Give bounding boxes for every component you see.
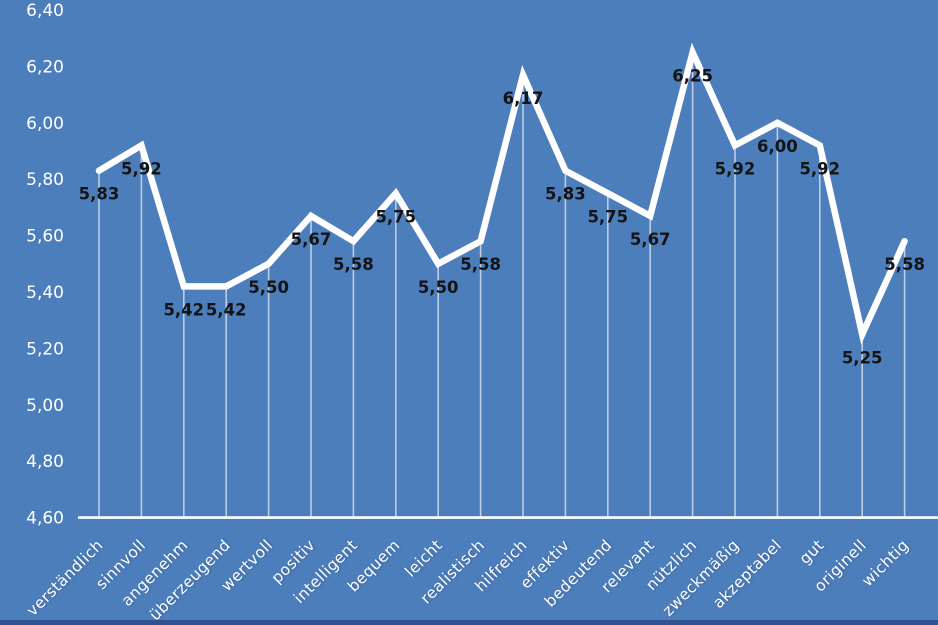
data-label: 5,83 — [79, 185, 120, 204]
data-label: 5,67 — [630, 230, 671, 249]
y-axis-tick-label: 5,80 — [26, 170, 64, 190]
y-axis-tick-label: 5,60 — [26, 227, 64, 247]
data-label: 5,25 — [842, 348, 883, 367]
y-axis-tick-label: 5,40 — [26, 283, 64, 303]
data-label: 5,58 — [333, 255, 374, 274]
data-label: 5,92 — [121, 159, 162, 178]
data-label: 5,92 — [715, 159, 756, 178]
data-label: 5,92 — [799, 159, 840, 178]
y-axis-tick-label: 5,20 — [26, 339, 64, 359]
data-label: 5,50 — [418, 278, 459, 297]
y-axis-tick-label: 6,20 — [26, 57, 64, 77]
data-label: 5,75 — [587, 207, 628, 226]
data-label: 5,42 — [206, 300, 247, 319]
data-label: 5,50 — [248, 278, 289, 297]
data-label: 5,83 — [545, 185, 586, 204]
y-axis-tick-label: 6,40 — [26, 1, 64, 21]
data-label: 5,67 — [291, 230, 332, 249]
y-axis-tick-label: 4,80 — [26, 452, 64, 472]
data-label: 5,42 — [163, 300, 204, 319]
data-label: 6,00 — [757, 137, 798, 156]
y-axis-tick-label: 5,00 — [26, 396, 64, 416]
bottom-edge-strip — [0, 620, 938, 625]
y-axis-tick-label: 6,00 — [26, 114, 64, 134]
y-axis-tick-label: 4,60 — [26, 509, 64, 529]
series-line — [95, 42, 908, 345]
data-label: 6,17 — [503, 89, 544, 108]
data-label: 5,75 — [375, 207, 416, 226]
data-label: 5,58 — [884, 255, 925, 274]
data-label: 5,58 — [460, 255, 501, 274]
data-label: 6,25 — [672, 66, 713, 85]
